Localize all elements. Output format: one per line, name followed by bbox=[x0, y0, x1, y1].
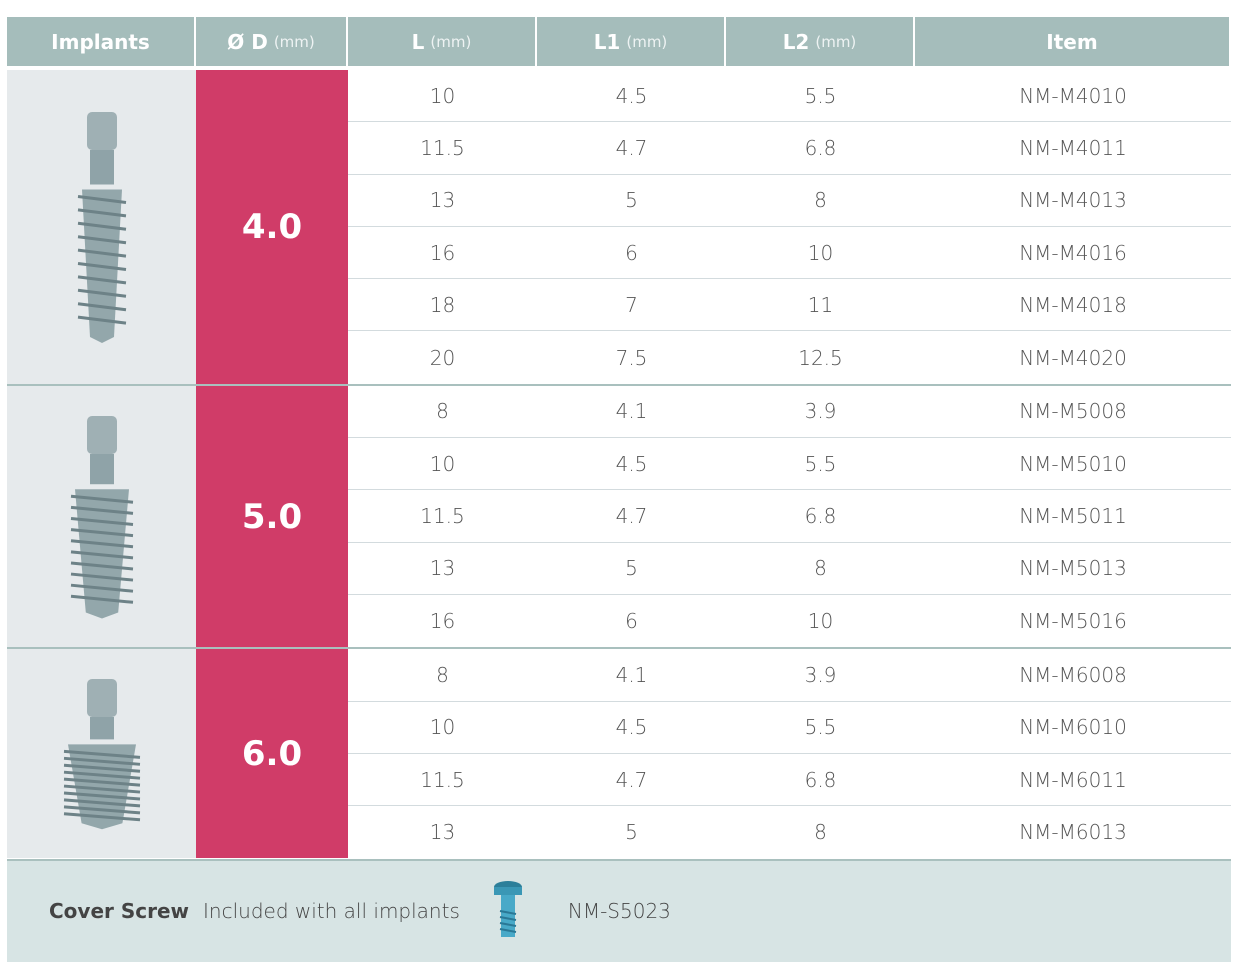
table-cell: 12.5 bbox=[726, 332, 915, 384]
header-name: Item bbox=[1046, 30, 1097, 54]
table-cell: 10 bbox=[348, 702, 537, 754]
footer-label: Cover Screw bbox=[49, 899, 189, 923]
table-cell: 5.5 bbox=[726, 70, 915, 122]
table-cell: NM-M6011 bbox=[915, 754, 1231, 806]
implant-image-cell bbox=[7, 649, 196, 858]
header-name: L1 bbox=[594, 30, 621, 54]
implant-image-cell bbox=[7, 386, 196, 648]
table-cell: 8 bbox=[348, 386, 537, 438]
table-cell: NM-M6010 bbox=[915, 702, 1231, 754]
header-unit: (mm) bbox=[626, 33, 667, 51]
table-cell: 6.8 bbox=[726, 754, 915, 806]
table-cell: 4.7 bbox=[537, 754, 726, 806]
page: Cover Screw Included with all implants N… bbox=[0, 0, 1237, 962]
table-cell: 5.5 bbox=[726, 438, 915, 490]
table-cell: 8 bbox=[726, 175, 915, 227]
table-cell: 4.7 bbox=[537, 490, 726, 542]
implant-image bbox=[57, 107, 147, 347]
column-header: L1 (mm) bbox=[537, 17, 726, 66]
table-cell: 20 bbox=[348, 332, 537, 384]
table-cell: 16 bbox=[348, 595, 537, 647]
table-cell: 11.5 bbox=[348, 490, 537, 542]
table-cell: 10 bbox=[726, 595, 915, 647]
table-cell: 11 bbox=[726, 279, 915, 331]
table-cell: 4.1 bbox=[537, 649, 726, 701]
table-cell: NM-M5008 bbox=[915, 386, 1231, 438]
table-cell: NM-M4018 bbox=[915, 279, 1231, 331]
diameter: 4.0 bbox=[196, 70, 348, 384]
implant-image bbox=[57, 674, 147, 833]
table-cell: 7.5 bbox=[537, 332, 726, 384]
table-cell: 10 bbox=[348, 438, 537, 490]
table-cell: 4.7 bbox=[537, 122, 726, 174]
table-cell: 6 bbox=[537, 595, 726, 647]
table-cell: 4.5 bbox=[537, 702, 726, 754]
table-cell: NM-M6013 bbox=[915, 806, 1231, 858]
table-cell: 6.8 bbox=[726, 122, 915, 174]
table-cell: 5 bbox=[537, 543, 726, 595]
cover-screw-icon bbox=[488, 879, 528, 943]
table-cell: 10 bbox=[726, 227, 915, 279]
table-cell: 4.5 bbox=[537, 438, 726, 490]
header-name: Ø D bbox=[227, 30, 268, 54]
diameter: 6.0 bbox=[196, 649, 348, 858]
group-separator bbox=[7, 859, 1231, 861]
table-cell: NM-M4010 bbox=[915, 70, 1231, 122]
table-cell: 13 bbox=[348, 175, 537, 227]
header-name: L2 bbox=[783, 30, 810, 54]
table-cell: 5 bbox=[537, 806, 726, 858]
implant-image bbox=[57, 411, 147, 623]
table-cell: NM-M4011 bbox=[915, 122, 1231, 174]
footer-item: NM-S5023 bbox=[568, 899, 671, 923]
table-cell: 7 bbox=[537, 279, 726, 331]
table-cell: 6.8 bbox=[726, 490, 915, 542]
header-unit: (mm) bbox=[274, 33, 315, 51]
implant-image-cell bbox=[7, 70, 196, 384]
column-header: L2 (mm) bbox=[726, 17, 915, 66]
footer: Cover Screw Included with all implants N… bbox=[7, 860, 1231, 962]
column-header: Item bbox=[915, 17, 1231, 66]
table-cell: NM-M5016 bbox=[915, 595, 1231, 647]
table-cell: NM-M5011 bbox=[915, 490, 1231, 542]
table-cell: NM-M5010 bbox=[915, 438, 1231, 490]
table-cell: 18 bbox=[348, 279, 537, 331]
table-cell: NM-M4013 bbox=[915, 175, 1231, 227]
table-cell: 11.5 bbox=[348, 754, 537, 806]
table-cell: 8 bbox=[726, 806, 915, 858]
table-cell: 8 bbox=[348, 649, 537, 701]
footer-text: Included with all implants bbox=[203, 899, 460, 923]
table-cell: 6 bbox=[537, 227, 726, 279]
table-cell: 3.9 bbox=[726, 649, 915, 701]
column-header: Implants bbox=[7, 17, 196, 66]
table-cell: 13 bbox=[348, 543, 537, 595]
table-cell: NM-M4020 bbox=[915, 332, 1231, 384]
header-unit: (mm) bbox=[815, 33, 856, 51]
table-cell: 13 bbox=[348, 806, 537, 858]
header-name: Implants bbox=[51, 30, 150, 54]
table-cell: 3.9 bbox=[726, 386, 915, 438]
table-cell: 10 bbox=[348, 70, 537, 122]
table-cell: 8 bbox=[726, 543, 915, 595]
column-header: L (mm) bbox=[348, 17, 537, 66]
header-name: L bbox=[412, 30, 425, 54]
column-header: Ø D (mm) bbox=[196, 17, 348, 66]
table-cell: 5.5 bbox=[726, 702, 915, 754]
header-unit: (mm) bbox=[430, 33, 471, 51]
table-cell: 5 bbox=[537, 175, 726, 227]
table-cell: 16 bbox=[348, 227, 537, 279]
table-cell: 11.5 bbox=[348, 122, 537, 174]
table-cell: 4.5 bbox=[537, 70, 726, 122]
table-cell: NM-M4016 bbox=[915, 227, 1231, 279]
table-cell: 4.1 bbox=[537, 386, 726, 438]
diameter: 5.0 bbox=[196, 386, 348, 648]
table-cell: NM-M6008 bbox=[915, 649, 1231, 701]
table-cell: NM-M5013 bbox=[915, 543, 1231, 595]
